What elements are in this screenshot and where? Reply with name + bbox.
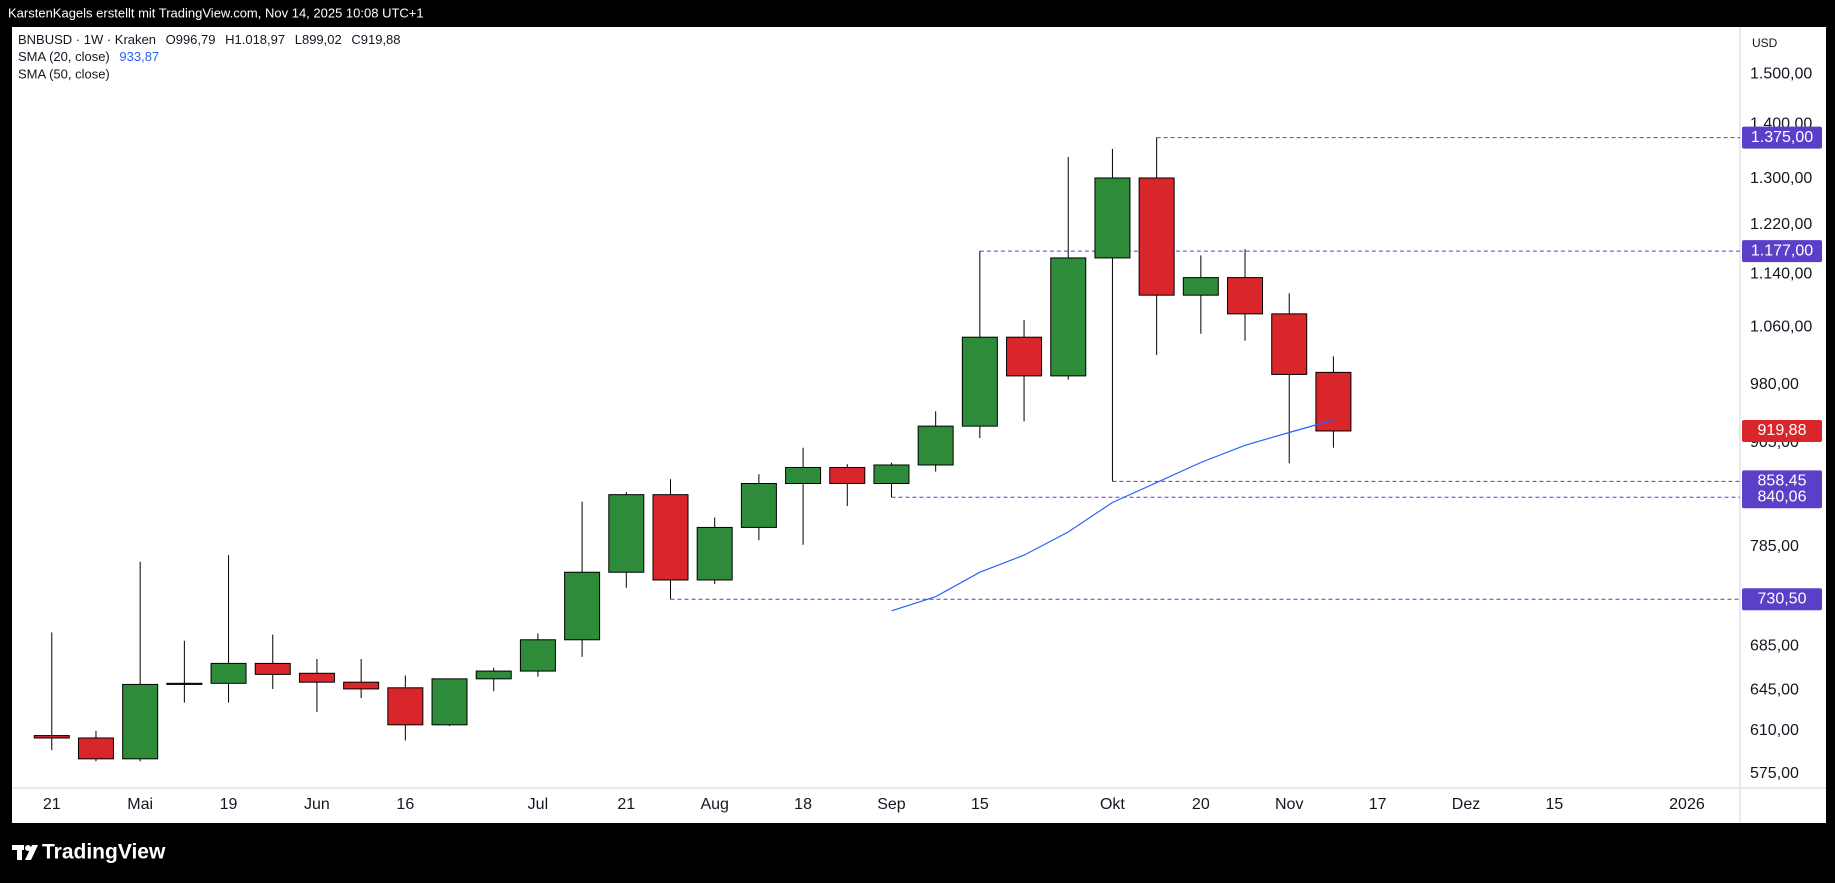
x-tick-label: 16: [396, 796, 414, 813]
candle-body: [564, 571, 601, 641]
candle-body: [1182, 277, 1219, 296]
candle-body: [829, 466, 866, 485]
x-tick-label: 17: [1369, 796, 1387, 813]
candle-body: [740, 483, 777, 528]
candle-body: [1094, 177, 1131, 259]
y-tick-label: 1.300,00: [1750, 170, 1812, 187]
y-tick-label: 645,00: [1750, 681, 1799, 698]
candle-body: [917, 425, 954, 466]
x-tick-label: 18: [794, 796, 812, 813]
level-label-bg: [1742, 126, 1822, 149]
candle-body: [1315, 371, 1352, 432]
candle-body: [122, 683, 159, 760]
ohlc-open: O996,79: [166, 32, 216, 47]
candle-body: [519, 639, 556, 672]
legend-symbol: BNBUSD · 1W · Kraken O996,79 H1.018,97 L…: [18, 32, 401, 47]
y-tick-label: 1.140,00: [1750, 266, 1812, 283]
candle-body: [1050, 257, 1087, 377]
ohlc-low: L899,02: [295, 32, 342, 47]
legend-sma50: SMA (50, close): [18, 66, 110, 81]
y-tick-label: 575,00: [1750, 765, 1799, 782]
y-tick-label: 685,00: [1750, 637, 1799, 654]
y-tick-label: 1.060,00: [1750, 319, 1812, 336]
level-label: 730,50: [1758, 590, 1807, 607]
symbol: BNBUSD · 1W · Kraken: [18, 32, 156, 47]
x-tick-label: Nov: [1275, 796, 1303, 813]
x-tick-label: Jul: [528, 796, 548, 813]
level-label: 840,06: [1758, 488, 1807, 505]
x-tick-label: 21: [43, 796, 61, 813]
y-tick-label: 1.500,00: [1750, 65, 1812, 82]
candle-body: [1138, 177, 1175, 296]
candle-body: [254, 662, 291, 675]
last-price-bg: [1742, 419, 1822, 442]
candle-body: [1271, 313, 1308, 375]
logo-part: [25, 845, 31, 851]
candle-body: [33, 735, 70, 739]
currency: USD: [1752, 36, 1778, 50]
x-tick-label: Aug: [700, 796, 728, 813]
candle-body: [785, 466, 822, 485]
x-tick-label: 20: [1192, 796, 1210, 813]
candle-body: [77, 737, 114, 760]
x-tick-label: Jun: [304, 796, 330, 813]
x-tick-label: 19: [220, 796, 238, 813]
candle-body: [475, 670, 512, 680]
indicator-line: [891, 419, 1334, 612]
brand-logo: [12, 845, 38, 860]
candle-body: [696, 526, 733, 581]
y-tick-label: 980,00: [1750, 376, 1799, 393]
ohlc-high: H1.018,97: [225, 32, 285, 47]
logo-part: [25, 845, 38, 860]
y-tick-label: 1.220,00: [1750, 216, 1812, 233]
legend-sma20: SMA (20, close) 933,87: [18, 49, 159, 64]
indicator-value: 933,87: [119, 49, 159, 64]
level-label: 1.177,00: [1751, 242, 1813, 259]
indicator-name: SMA (20, close): [18, 49, 110, 64]
x-tick-label: Sep: [877, 796, 906, 813]
header: KarstenKagels erstellt mit TradingView.c…: [8, 5, 424, 20]
candle-body: [1006, 336, 1043, 377]
candle-body: [961, 336, 998, 427]
x-tick-label: 2026: [1669, 796, 1705, 813]
x-tick-label: 21: [617, 796, 635, 813]
x-tick-label: Mai: [127, 796, 153, 813]
y-tick-label: 785,00: [1750, 538, 1799, 555]
x-tick-label: 15: [1545, 796, 1563, 813]
candle-body: [431, 678, 468, 726]
chart-area: [12, 27, 1826, 823]
logo-part: [17, 845, 22, 860]
brand: TradingView: [42, 841, 166, 864]
candle-body: [873, 464, 910, 485]
last-price-label: 919,88: [1758, 422, 1807, 439]
level-label-bg: [1742, 588, 1822, 611]
candle-body: [298, 672, 335, 683]
ohlc-close: C919,88: [351, 32, 400, 47]
level-label: 858,45: [1758, 473, 1807, 490]
level-label: 1.375,00: [1751, 129, 1813, 146]
candle-body: [210, 662, 247, 684]
candle-body: [652, 494, 689, 581]
candle-body: [608, 494, 645, 573]
candle-body: [387, 687, 424, 726]
y-tick-label: 610,00: [1750, 722, 1799, 739]
candle-body: [166, 682, 203, 685]
level-label-bg: [1742, 486, 1822, 509]
x-tick-label: Dez: [1452, 796, 1480, 813]
x-tick-label: Okt: [1100, 796, 1125, 813]
level-label-bg: [1742, 240, 1822, 263]
candle-body: [343, 681, 380, 690]
candle-body: [1227, 277, 1264, 315]
x-tick-label: 15: [971, 796, 989, 813]
